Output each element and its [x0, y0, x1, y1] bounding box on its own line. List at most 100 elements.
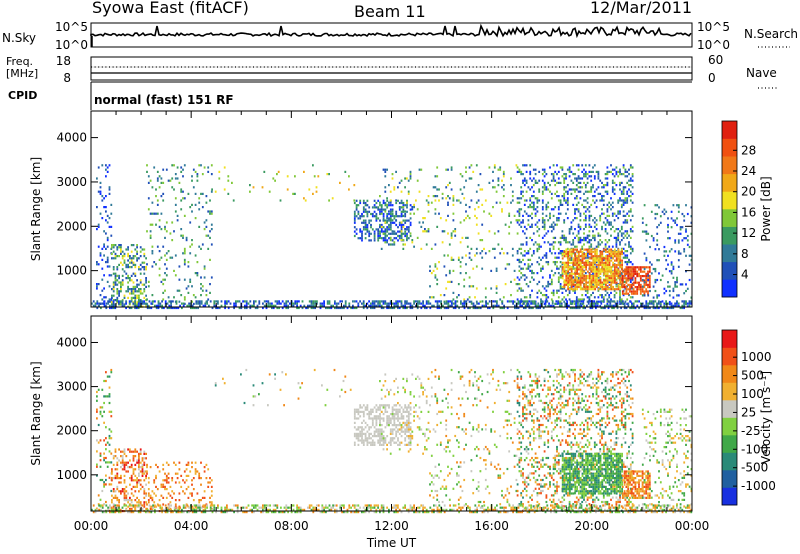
power-data-cell: [128, 300, 131, 303]
velocity-data-cell: [196, 470, 199, 473]
power-data-cell: [481, 223, 484, 226]
power-data-cell: [615, 255, 618, 258]
power-data-cell: [569, 257, 571, 260]
power-data-cell: [362, 302, 365, 305]
power-data-cell: [627, 275, 630, 278]
power-data-cell: [136, 252, 138, 255]
power-data-cell: [626, 236, 629, 239]
power-data-cell: [353, 201, 356, 205]
power-data-cell: [254, 300, 257, 303]
power-data-cell: [617, 210, 620, 213]
velocity-data-cell: [136, 461, 138, 464]
power-data-cell: [475, 223, 478, 226]
velocity-data-cell: [368, 417, 371, 420]
power-data-cell: [610, 203, 612, 206]
power-data-cell: [447, 214, 449, 217]
velocity-data-cell: [357, 443, 360, 446]
power-data-cell: [588, 234, 591, 237]
power-data-cell: [609, 300, 612, 303]
velocity-data-cell: [103, 379, 105, 383]
velocity-data-cell: [145, 452, 147, 455]
velocity-data-cell: [384, 437, 387, 440]
power-data-cell: [138, 257, 140, 260]
power-data-cell: [621, 279, 624, 282]
power-data-cell: [602, 283, 605, 286]
velocity-data-cell: [169, 501, 172, 504]
power-data-cell: [565, 236, 567, 239]
velocity-data-cell: [125, 490, 128, 493]
power-data-cell: [603, 263, 605, 267]
power-data-cell: [589, 304, 592, 307]
power-data-cell: [121, 255, 124, 258]
power-data-cell: [398, 208, 401, 211]
power-data-cell: [610, 234, 612, 237]
power-data-cell: [602, 184, 605, 187]
power-data-cell: [277, 170, 280, 173]
power-data-cell: [577, 208, 580, 211]
power-data-cell: [518, 223, 521, 226]
velocity-data-cell: [156, 488, 159, 491]
power-data-cell: [617, 270, 620, 273]
velocity-data-cell: [162, 468, 165, 471]
velocity-data-cell: [138, 466, 140, 469]
power-data-cell: [116, 283, 119, 286]
power-data-cell: [621, 266, 623, 269]
power-data-cell: [132, 244, 135, 247]
power-data-cell: [561, 166, 564, 169]
power-data-cell: [638, 300, 640, 303]
power-data-cell: [593, 239, 596, 242]
power-data-cell: [617, 277, 620, 280]
power-data-cell: [631, 166, 634, 169]
power-data-cell: [546, 300, 549, 303]
power-data-cell: [364, 219, 367, 222]
power-data-cell: [577, 236, 580, 239]
power-data-cell: [123, 259, 126, 262]
velocity-data-cell: [143, 450, 146, 453]
velocity-data-cell: [196, 492, 199, 495]
power-data-cell: [276, 306, 279, 310]
power-data-cell: [96, 285, 98, 288]
velocity-data-cell: [132, 485, 135, 488]
power-data-cell: [384, 241, 387, 244]
power-data-cell: [181, 302, 183, 305]
power-data-cell: [101, 164, 104, 167]
power-data-cell: [384, 201, 387, 205]
velocity-data-cell: [145, 492, 147, 495]
power-data-cell: [583, 168, 585, 171]
power-data-cell: [626, 197, 629, 200]
power-data-cell: [389, 190, 392, 193]
power-data-cell: [619, 302, 621, 305]
velocity-data-cell: [108, 428, 111, 431]
power-data-cell: [384, 302, 387, 305]
power-data-cell: [149, 234, 152, 237]
power-data-cell: [536, 199, 539, 202]
power-data-cell: [130, 296, 133, 299]
power-data-cell: [590, 179, 593, 182]
power-data-cell: [409, 173, 412, 176]
power-data-cell: [362, 219, 365, 222]
power-data-cell: [406, 237, 408, 240]
power-data-cell: [427, 210, 430, 213]
power-data-cell: [628, 188, 630, 191]
power-data-cell: [544, 304, 547, 307]
power-data-cell: [527, 214, 530, 217]
power-data-cell: [371, 228, 374, 231]
power-data-cell: [656, 304, 658, 307]
power-data-cell: [189, 206, 192, 209]
power-data-cell: [279, 199, 282, 202]
velocity-data-cell: [139, 448, 142, 451]
power-data-cell: [587, 281, 589, 284]
power-data-cell: [200, 164, 202, 167]
power-data-cell: [534, 168, 537, 171]
power-data-cell: [178, 181, 181, 184]
power-data-cell: [557, 219, 560, 222]
power-data-cell: [108, 274, 111, 277]
power-data-cell: [341, 300, 343, 303]
power-data-cell: [393, 306, 396, 310]
power-data-cell: [557, 247, 560, 250]
power-data-cell: [233, 302, 235, 305]
power-data-cell: [522, 221, 524, 224]
power-data-cell: [406, 226, 408, 229]
power-data-cell: [292, 304, 295, 307]
power-data-cell: [201, 243, 204, 246]
